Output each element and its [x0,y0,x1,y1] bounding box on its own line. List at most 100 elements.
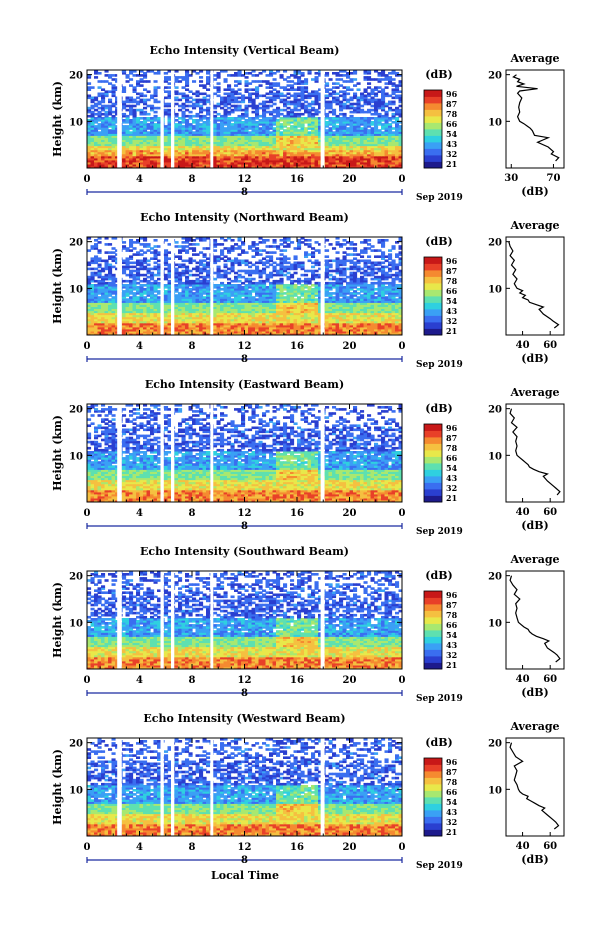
heatmap-cell [97,92,102,96]
heatmap-cell [360,149,365,153]
heatmap-cell [94,117,99,120]
heatmap-cell [283,159,288,163]
heatmap-cell [94,129,99,132]
heatmap-cell [104,294,109,297]
heatmap-cell [297,121,302,124]
heatmap-cell [157,298,162,301]
heatmap-cell [279,125,284,128]
heatmap-cell [304,143,309,147]
heatmap-cell [167,151,172,155]
heatmap-cell [202,123,207,126]
heatmap-cell [279,166,284,168]
heatmap-cell [230,312,235,316]
heatmap-cell [349,306,354,309]
heatmap-cell [290,308,295,312]
heatmap-cell [381,149,386,153]
heatmap-cell [300,121,305,124]
heatmap-cell [153,133,158,136]
heatmap-cell [272,133,277,136]
heatmap-cell [363,322,368,326]
heatmap-cell [87,106,92,110]
heatmap-cell [262,330,267,334]
heatmap-cell [367,151,372,155]
heatmap-cell [258,123,263,126]
heatmap-cell [220,147,225,151]
heatmap-cell [230,137,235,140]
heatmap-cell [115,161,120,165]
heatmap-cell [146,125,151,128]
heatmap-cell [164,320,169,324]
heatmap-cell [185,145,190,149]
heatmap-cell [391,308,396,312]
heatmap-cell [279,306,284,309]
heatmap-cell [101,112,106,116]
heatmap-cell [111,102,116,106]
heatmap-cell [342,300,347,303]
heatmap-cell [213,324,218,328]
heatmap-cell [276,90,281,93]
heatmap-cell [178,304,183,307]
heatmap-cell [90,294,95,297]
heatmap-cell [150,106,155,110]
heatmap-cell [220,127,225,130]
heatmap-cell [136,141,141,145]
heatmap-cell [311,322,316,326]
heatmap-cell [164,302,169,305]
heatmap-cell [132,141,137,145]
heatmap-cell [146,306,151,309]
heatmap-cell [349,78,354,81]
heatmap-cell [241,312,246,316]
heatmap-cell [146,123,151,126]
heatmap-cell [311,92,316,96]
heatmap-cell [293,133,298,136]
heatmap-cell [237,135,242,138]
heatmap-cell [335,78,340,81]
heatmap-cell [255,137,260,140]
heatmap-cell [307,306,312,309]
heatmap-cell [206,112,211,116]
heatmap-cell [283,88,288,91]
heatmap-cell [199,155,204,159]
heatmap-cell [328,100,333,104]
heatmap-cell [367,102,372,106]
heatmap-cell [297,145,302,149]
heatmap-cell [94,143,99,147]
heatmap-cell [181,127,186,130]
heatmap-cell [223,119,228,122]
heatmap-cell [255,88,260,91]
heatmap-cell [195,155,200,159]
heatmap-cell [132,110,137,114]
heatmap-cell [97,159,102,163]
heatmap-cell [286,133,291,136]
heatmap-cell [363,298,368,301]
heatmap-cell [290,74,295,77]
heatmap-cell [279,108,284,112]
heatmap-cell [398,155,402,159]
heatmap-cell [87,119,92,122]
heatmap-cell [325,74,330,77]
heatmap-cell [314,310,319,314]
heatmap-cell [381,119,386,122]
heatmap-cell [335,96,340,100]
heatmap-cell [381,310,386,314]
heatmap-cell [195,114,200,118]
heatmap-cell [104,117,109,120]
heatmap-cell [300,82,305,85]
heatmap-cell [244,302,249,305]
heatmap-cell [139,314,144,318]
heatmap-cell [132,147,137,151]
heatmap-cell [349,298,354,301]
heatmap-cell [300,141,305,145]
heatmap-cell [132,310,137,314]
heatmap-cell [265,92,270,96]
heatmap-cell [293,153,298,157]
heatmap-cell [101,143,106,147]
heatmap-cell [185,131,190,134]
heatmap-cell [346,306,351,309]
heatmap-cell [108,123,113,126]
heatmap-cell [101,131,106,134]
heatmap-cell [94,294,99,297]
heatmap-cell [244,324,249,328]
heatmap-cell [188,110,193,114]
heatmap-cell [97,147,102,151]
